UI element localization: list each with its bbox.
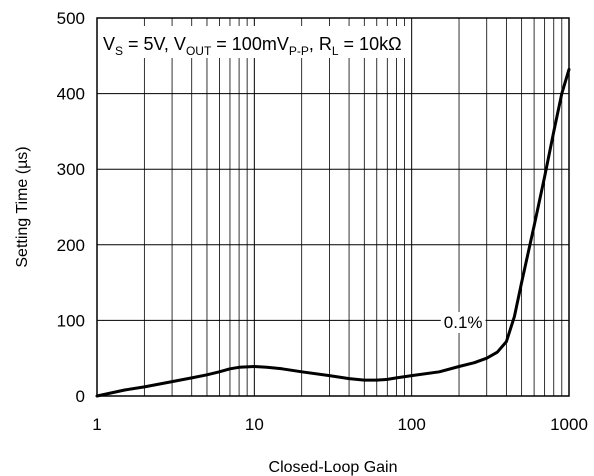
x-tick-label: 100 (397, 415, 425, 434)
y-tick-label: 0 (76, 387, 85, 406)
x-tick-label: 1 (92, 415, 101, 434)
conditions-text: VS = 5V, VOUT = 100mVP-P, RL = 10kΩ (103, 34, 402, 58)
series-label-0.1-percent: 0.1% (444, 313, 483, 332)
separator: , (309, 34, 319, 54)
vout-symbol: V (174, 34, 186, 54)
y-tick-label: 200 (57, 236, 85, 255)
plot-frame (96, 17, 570, 397)
rl-symbol: R (319, 34, 332, 54)
tick-labels: 1 10 100 1000 0 100 200 300 400 500 (57, 9, 588, 434)
series-line-0.1% (95, 67, 571, 398)
rl-subscript: L (332, 44, 339, 58)
vs-subscript: S (115, 44, 123, 58)
x-tick-label: 1000 (550, 415, 588, 434)
y-tick-label: 100 (57, 311, 85, 330)
y-tick-label: 300 (57, 160, 85, 179)
series-label-group: 0.1% (440, 311, 486, 333)
x-axis-label: Closed-Loop Gain (269, 459, 398, 476)
y-axis-label: Setting Time (µs) (14, 146, 31, 267)
vout-unit-subscript: P-P (289, 44, 309, 58)
x-tick-label: 10 (245, 415, 264, 434)
y-tick-label: 500 (57, 9, 85, 28)
conditions-background (98, 26, 409, 58)
vs-symbol: V (103, 34, 115, 54)
series-label-background (440, 311, 486, 333)
series-layer (95, 67, 571, 398)
grid-layer (97, 18, 569, 396)
y-tick-label: 400 (57, 85, 85, 104)
rl-value: = 10kΩ (339, 34, 402, 54)
vout-subscript: OUT (186, 44, 212, 58)
vout-value: = 100mV (211, 34, 289, 54)
vs-value: = 5V, (123, 34, 174, 54)
test-conditions-label: VS = 5V, VOUT = 100mVP-P, RL = 10kΩ (98, 26, 409, 58)
